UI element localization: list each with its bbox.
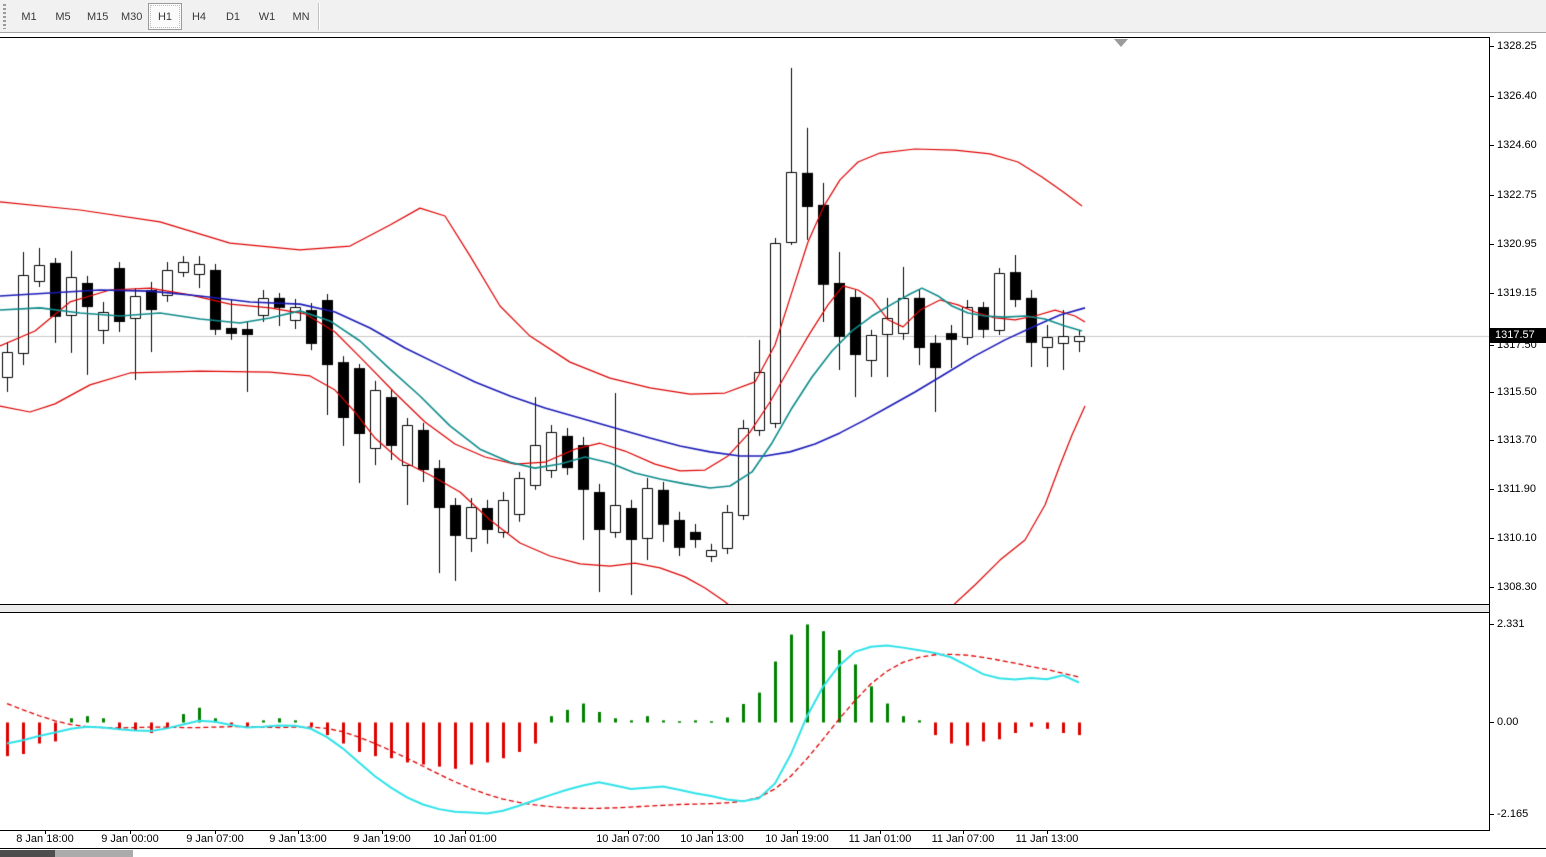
time-axis[interactable]: 8 Jan 18:00 9 Jan 00:00 9 Jan 07:00 9 Jan 1… bbox=[0, 831, 1546, 848]
price-chart-pane[interactable] bbox=[0, 37, 1489, 604]
time-axis-label: 9 Jan 13:00 bbox=[269, 833, 327, 845]
scrollbar-thumb[interactable] bbox=[0, 850, 55, 857]
price-axis[interactable]: 1317.57 1328.25 1326.40 1324.60 1322.75 1320… bbox=[1490, 37, 1546, 848]
time-axis-label: 10 Jan 01:00 bbox=[433, 833, 497, 845]
indicator-axis-tick bbox=[1490, 814, 1494, 815]
timeframe-button-M5[interactable]: M5 bbox=[46, 3, 80, 30]
time-axis-label: 11 Jan 01:00 bbox=[848, 833, 912, 845]
indicator-pane[interactable] bbox=[0, 613, 1489, 830]
time-axis-label: 11 Jan 13:00 bbox=[1015, 833, 1079, 845]
current-price-value: 1317.57 bbox=[1495, 329, 1535, 341]
scrollbar-top-border bbox=[0, 848, 1546, 849]
toolbar-separator bbox=[318, 3, 319, 30]
price-axis-label: 1308.30 bbox=[1497, 581, 1537, 593]
price-axis-label: 1311.90 bbox=[1497, 483, 1536, 495]
pane-splitter[interactable] bbox=[0, 605, 1546, 612]
time-axis-tick bbox=[382, 831, 383, 834]
macd-indicator-canvas[interactable] bbox=[0, 613, 1489, 830]
scrollbar-page-area[interactable] bbox=[55, 850, 133, 857]
price-axis-tick bbox=[1490, 96, 1494, 97]
time-axis-tick bbox=[712, 831, 713, 834]
horizontal-scrollbar[interactable] bbox=[0, 849, 1546, 857]
indicator-top-border bbox=[0, 612, 1546, 613]
time-axis-tick bbox=[628, 831, 629, 834]
price-axis-tick bbox=[1490, 145, 1494, 146]
price-axis-border bbox=[1489, 37, 1490, 848]
time-axis-tick bbox=[130, 831, 131, 834]
price-axis-label: 1328.25 bbox=[1497, 40, 1537, 52]
timeframe-toolbar: M1 M5 M15 M30 H1 H4 D1 W1 MN bbox=[0, 0, 1546, 33]
timeframe-button-group: M1 M5 M15 M30 H1 H4 D1 W1 MN bbox=[12, 3, 318, 30]
chart-bottom-border bbox=[0, 604, 1546, 605]
chart-top-border bbox=[0, 37, 1546, 38]
current-price-tag: 1317.57 bbox=[1490, 328, 1546, 343]
indicator-axis-label: 2.331 bbox=[1497, 618, 1525, 630]
time-axis-tick bbox=[465, 831, 466, 834]
indicator-axis-tick bbox=[1490, 722, 1494, 723]
time-axis-label: 11 Jan 07:00 bbox=[931, 833, 995, 845]
price-axis-label: 1324.60 bbox=[1497, 139, 1537, 151]
time-axis-label: 10 Jan 19:00 bbox=[765, 833, 829, 845]
indicator-axis-label: -2.165 bbox=[1497, 808, 1529, 820]
timeframe-button-M15[interactable]: M15 bbox=[80, 3, 114, 30]
time-axis-tick bbox=[797, 831, 798, 834]
timeframe-button-M30[interactable]: M30 bbox=[114, 3, 148, 30]
time-axis-label: 10 Jan 07:00 bbox=[596, 833, 660, 845]
timeframe-button-MN[interactable]: MN bbox=[284, 3, 318, 30]
time-axis-tick bbox=[1047, 831, 1048, 834]
price-axis-tick bbox=[1490, 538, 1494, 539]
candlestick-chart-canvas[interactable] bbox=[0, 37, 1489, 604]
timeframe-button-D1[interactable]: D1 bbox=[216, 3, 250, 30]
time-axis-label: 10 Jan 13:00 bbox=[680, 833, 744, 845]
price-axis-label: 1313.70 bbox=[1497, 434, 1537, 446]
timeframe-button-M1[interactable]: M1 bbox=[12, 3, 46, 30]
time-axis-tick bbox=[963, 831, 964, 834]
toolbar-drag-handle[interactable] bbox=[3, 4, 6, 29]
time-axis-label: 8 Jan 18:00 bbox=[16, 833, 74, 845]
timeframe-button-H1[interactable]: H1 bbox=[148, 3, 182, 30]
price-axis-tick bbox=[1490, 440, 1494, 441]
price-axis-label: 1326.40 bbox=[1497, 90, 1537, 102]
chart-shift-marker-icon[interactable] bbox=[1114, 39, 1128, 47]
price-axis-label: 1315.50 bbox=[1497, 386, 1537, 398]
indicator-bottom-border bbox=[0, 830, 1546, 831]
indicator-axis-tick bbox=[1490, 624, 1494, 625]
time-axis-tick bbox=[215, 831, 216, 834]
price-axis-label: 1322.75 bbox=[1497, 189, 1537, 201]
time-axis-tick bbox=[45, 831, 46, 834]
time-axis-label: 9 Jan 07:00 bbox=[186, 833, 244, 845]
price-axis-tick bbox=[1490, 244, 1494, 245]
timeframe-button-W1[interactable]: W1 bbox=[250, 3, 284, 30]
indicator-axis-label: 0.00 bbox=[1497, 716, 1519, 728]
timeframe-button-H4[interactable]: H4 bbox=[182, 3, 216, 30]
time-axis-tick bbox=[298, 831, 299, 834]
price-axis-tick bbox=[1490, 489, 1494, 490]
price-axis-tick bbox=[1490, 345, 1494, 346]
price-axis-tick bbox=[1490, 195, 1494, 196]
price-axis-label: 1319.15 bbox=[1497, 287, 1537, 299]
time-axis-tick bbox=[880, 831, 881, 834]
time-axis-label: 9 Jan 00:00 bbox=[101, 833, 159, 845]
price-axis-label: 1320.95 bbox=[1497, 238, 1537, 250]
price-axis-tick bbox=[1490, 392, 1494, 393]
price-axis-tick bbox=[1490, 587, 1494, 588]
price-axis-tick bbox=[1490, 293, 1494, 294]
price-axis-label: 1310.10 bbox=[1497, 532, 1537, 544]
price-axis-tick bbox=[1490, 46, 1494, 47]
time-axis-label: 9 Jan 19:00 bbox=[353, 833, 411, 845]
